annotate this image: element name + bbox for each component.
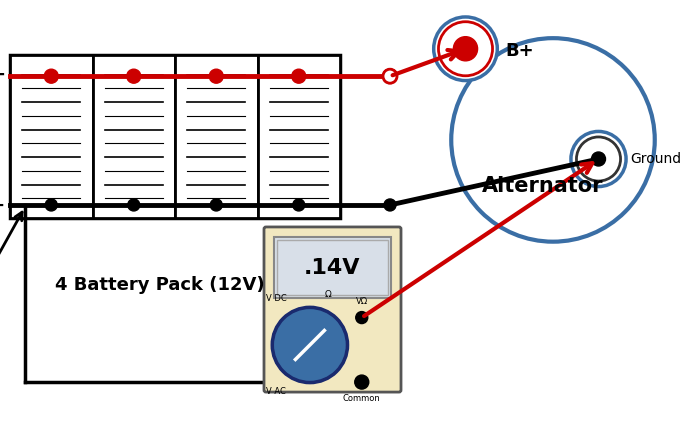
Text: V AC: V AC [267, 387, 286, 396]
Bar [92, 55, 175, 218]
Circle shape [46, 199, 57, 211]
Text: Ω: Ω [325, 290, 332, 299]
Bar [277, 240, 388, 295]
Circle shape [577, 137, 620, 181]
Circle shape [356, 312, 368, 324]
Text: .14V: .14V [304, 257, 360, 278]
Circle shape [383, 69, 397, 83]
Circle shape [384, 199, 396, 211]
Bar [10, 55, 92, 218]
Circle shape [272, 308, 347, 382]
Circle shape [438, 22, 493, 76]
Bar [274, 237, 391, 298]
Circle shape [452, 38, 654, 242]
Text: +: + [0, 66, 5, 84]
Circle shape [434, 17, 497, 81]
Circle shape [293, 199, 304, 211]
Circle shape [127, 199, 140, 211]
Text: B+: B+ [505, 42, 534, 60]
Circle shape [383, 69, 397, 83]
Circle shape [292, 69, 306, 83]
Text: VΩ: VΩ [356, 296, 368, 306]
Text: Ground: Ground [630, 152, 681, 166]
Circle shape [454, 37, 477, 61]
Text: V DC: V DC [266, 294, 287, 303]
Circle shape [210, 199, 223, 211]
Circle shape [592, 152, 606, 166]
Circle shape [127, 69, 141, 83]
Circle shape [44, 69, 58, 83]
Text: Alternator: Alternator [482, 176, 603, 196]
Circle shape [209, 69, 223, 83]
Bar [175, 55, 258, 218]
Text: −: − [0, 195, 5, 215]
Circle shape [355, 375, 369, 389]
FancyBboxPatch shape [264, 227, 401, 392]
Circle shape [571, 131, 626, 187]
Text: Common: Common [343, 394, 381, 403]
Bar [10, 55, 340, 218]
Text: 4 Battery Pack (12V): 4 Battery Pack (12V) [55, 276, 265, 294]
Bar [258, 55, 340, 218]
